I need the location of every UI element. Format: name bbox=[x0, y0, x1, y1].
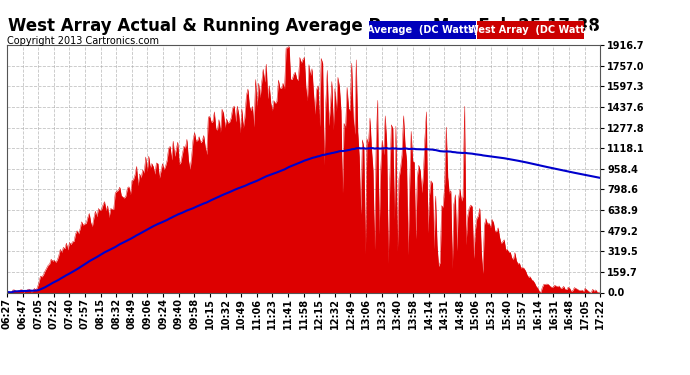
Text: West Array  (DC Watts): West Array (DC Watts) bbox=[468, 26, 594, 35]
Text: West Array Actual & Running Average Power Mon Feb 25 17:38: West Array Actual & Running Average Powe… bbox=[8, 17, 600, 35]
Text: Average  (DC Watts): Average (DC Watts) bbox=[367, 26, 478, 35]
Text: Copyright 2013 Cartronics.com: Copyright 2013 Cartronics.com bbox=[7, 36, 159, 46]
